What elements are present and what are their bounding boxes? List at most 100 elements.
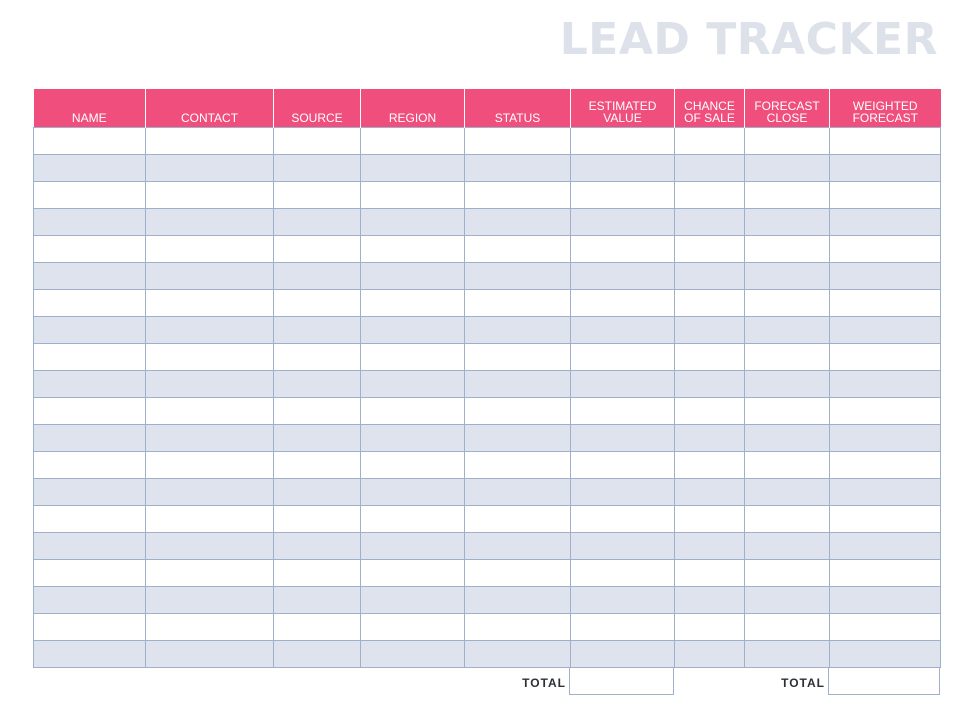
table-cell-forecast-close[interactable] bbox=[744, 396, 830, 425]
table-cell-contact[interactable] bbox=[145, 180, 274, 209]
table-cell-forecast-close[interactable] bbox=[744, 585, 830, 614]
table-cell-weighted-forecast[interactable] bbox=[829, 234, 941, 263]
table-cell-estimated-value[interactable] bbox=[570, 207, 675, 236]
table-cell-contact[interactable] bbox=[145, 423, 274, 452]
table-cell-source[interactable] bbox=[273, 504, 361, 533]
table-cell-name[interactable] bbox=[33, 153, 146, 182]
table-cell-source[interactable] bbox=[273, 288, 361, 317]
table-cell-status[interactable] bbox=[464, 396, 571, 425]
table-cell-chance-of-sale[interactable] bbox=[674, 639, 745, 668]
weighted-forecast-total-field[interactable] bbox=[828, 667, 940, 695]
table-cell-region[interactable] bbox=[360, 207, 465, 236]
table-cell-region[interactable] bbox=[360, 180, 465, 209]
table-cell-contact[interactable] bbox=[145, 234, 274, 263]
table-cell-source[interactable] bbox=[273, 153, 361, 182]
table-cell-chance-of-sale[interactable] bbox=[674, 180, 745, 209]
table-cell-contact[interactable] bbox=[145, 585, 274, 614]
table-cell-status[interactable] bbox=[464, 288, 571, 317]
table-cell-weighted-forecast[interactable] bbox=[829, 639, 941, 668]
table-cell-chance-of-sale[interactable] bbox=[674, 288, 745, 317]
table-cell-forecast-close[interactable] bbox=[744, 477, 830, 506]
table-cell-status[interactable] bbox=[464, 504, 571, 533]
table-cell-region[interactable] bbox=[360, 342, 465, 371]
table-cell-source[interactable] bbox=[273, 558, 361, 587]
table-cell-weighted-forecast[interactable] bbox=[829, 504, 941, 533]
table-cell-status[interactable] bbox=[464, 450, 571, 479]
table-cell-forecast-close[interactable] bbox=[744, 288, 830, 317]
table-cell-weighted-forecast[interactable] bbox=[829, 450, 941, 479]
table-cell-forecast-close[interactable] bbox=[744, 423, 830, 452]
table-cell-forecast-close[interactable] bbox=[744, 558, 830, 587]
table-cell-weighted-forecast[interactable] bbox=[829, 423, 941, 452]
table-cell-name[interactable] bbox=[33, 288, 146, 317]
table-cell-contact[interactable] bbox=[145, 477, 274, 506]
table-cell-source[interactable] bbox=[273, 531, 361, 560]
table-cell-region[interactable] bbox=[360, 369, 465, 398]
table-cell-weighted-forecast[interactable] bbox=[829, 180, 941, 209]
table-cell-region[interactable] bbox=[360, 396, 465, 425]
table-cell-estimated-value[interactable] bbox=[570, 126, 675, 155]
table-cell-estimated-value[interactable] bbox=[570, 396, 675, 425]
table-cell-name[interactable] bbox=[33, 234, 146, 263]
table-cell-estimated-value[interactable] bbox=[570, 639, 675, 668]
table-cell-name[interactable] bbox=[33, 558, 146, 587]
table-cell-name[interactable] bbox=[33, 342, 146, 371]
table-cell-estimated-value[interactable] bbox=[570, 504, 675, 533]
table-cell-weighted-forecast[interactable] bbox=[829, 369, 941, 398]
table-cell-status[interactable] bbox=[464, 477, 571, 506]
table-cell-status[interactable] bbox=[464, 531, 571, 560]
table-cell-weighted-forecast[interactable] bbox=[829, 261, 941, 290]
table-cell-forecast-close[interactable] bbox=[744, 639, 830, 668]
table-cell-region[interactable] bbox=[360, 531, 465, 560]
table-cell-status[interactable] bbox=[464, 234, 571, 263]
table-cell-name[interactable] bbox=[33, 450, 146, 479]
table-cell-status[interactable] bbox=[464, 585, 571, 614]
table-cell-chance-of-sale[interactable] bbox=[674, 342, 745, 371]
table-cell-source[interactable] bbox=[273, 396, 361, 425]
table-cell-name[interactable] bbox=[33, 315, 146, 344]
table-cell-source[interactable] bbox=[273, 234, 361, 263]
table-cell-forecast-close[interactable] bbox=[744, 504, 830, 533]
table-cell-region[interactable] bbox=[360, 504, 465, 533]
table-cell-weighted-forecast[interactable] bbox=[829, 207, 941, 236]
table-cell-estimated-value[interactable] bbox=[570, 234, 675, 263]
table-cell-estimated-value[interactable] bbox=[570, 315, 675, 344]
table-cell-status[interactable] bbox=[464, 180, 571, 209]
table-cell-weighted-forecast[interactable] bbox=[829, 531, 941, 560]
table-cell-estimated-value[interactable] bbox=[570, 531, 675, 560]
table-cell-forecast-close[interactable] bbox=[744, 369, 830, 398]
table-cell-name[interactable] bbox=[33, 477, 146, 506]
table-cell-weighted-forecast[interactable] bbox=[829, 396, 941, 425]
table-cell-weighted-forecast[interactable] bbox=[829, 612, 941, 641]
table-cell-contact[interactable] bbox=[145, 342, 274, 371]
table-cell-estimated-value[interactable] bbox=[570, 612, 675, 641]
table-cell-name[interactable] bbox=[33, 504, 146, 533]
table-cell-estimated-value[interactable] bbox=[570, 477, 675, 506]
table-cell-name[interactable] bbox=[33, 639, 146, 668]
table-cell-source[interactable] bbox=[273, 126, 361, 155]
table-cell-contact[interactable] bbox=[145, 288, 274, 317]
table-cell-name[interactable] bbox=[33, 180, 146, 209]
table-cell-contact[interactable] bbox=[145, 531, 274, 560]
table-cell-status[interactable] bbox=[464, 261, 571, 290]
table-cell-forecast-close[interactable] bbox=[744, 180, 830, 209]
table-cell-contact[interactable] bbox=[145, 315, 274, 344]
table-cell-status[interactable] bbox=[464, 612, 571, 641]
table-cell-estimated-value[interactable] bbox=[570, 261, 675, 290]
table-cell-contact[interactable] bbox=[145, 261, 274, 290]
table-cell-name[interactable] bbox=[33, 423, 146, 452]
table-cell-name[interactable] bbox=[33, 261, 146, 290]
table-cell-name[interactable] bbox=[33, 369, 146, 398]
table-cell-region[interactable] bbox=[360, 612, 465, 641]
table-cell-contact[interactable] bbox=[145, 504, 274, 533]
table-cell-weighted-forecast[interactable] bbox=[829, 153, 941, 182]
table-cell-source[interactable] bbox=[273, 612, 361, 641]
table-cell-region[interactable] bbox=[360, 639, 465, 668]
table-cell-status[interactable] bbox=[464, 369, 571, 398]
table-cell-source[interactable] bbox=[273, 585, 361, 614]
table-cell-region[interactable] bbox=[360, 234, 465, 263]
table-cell-chance-of-sale[interactable] bbox=[674, 207, 745, 236]
table-cell-forecast-close[interactable] bbox=[744, 315, 830, 344]
table-cell-status[interactable] bbox=[464, 342, 571, 371]
table-cell-estimated-value[interactable] bbox=[570, 180, 675, 209]
